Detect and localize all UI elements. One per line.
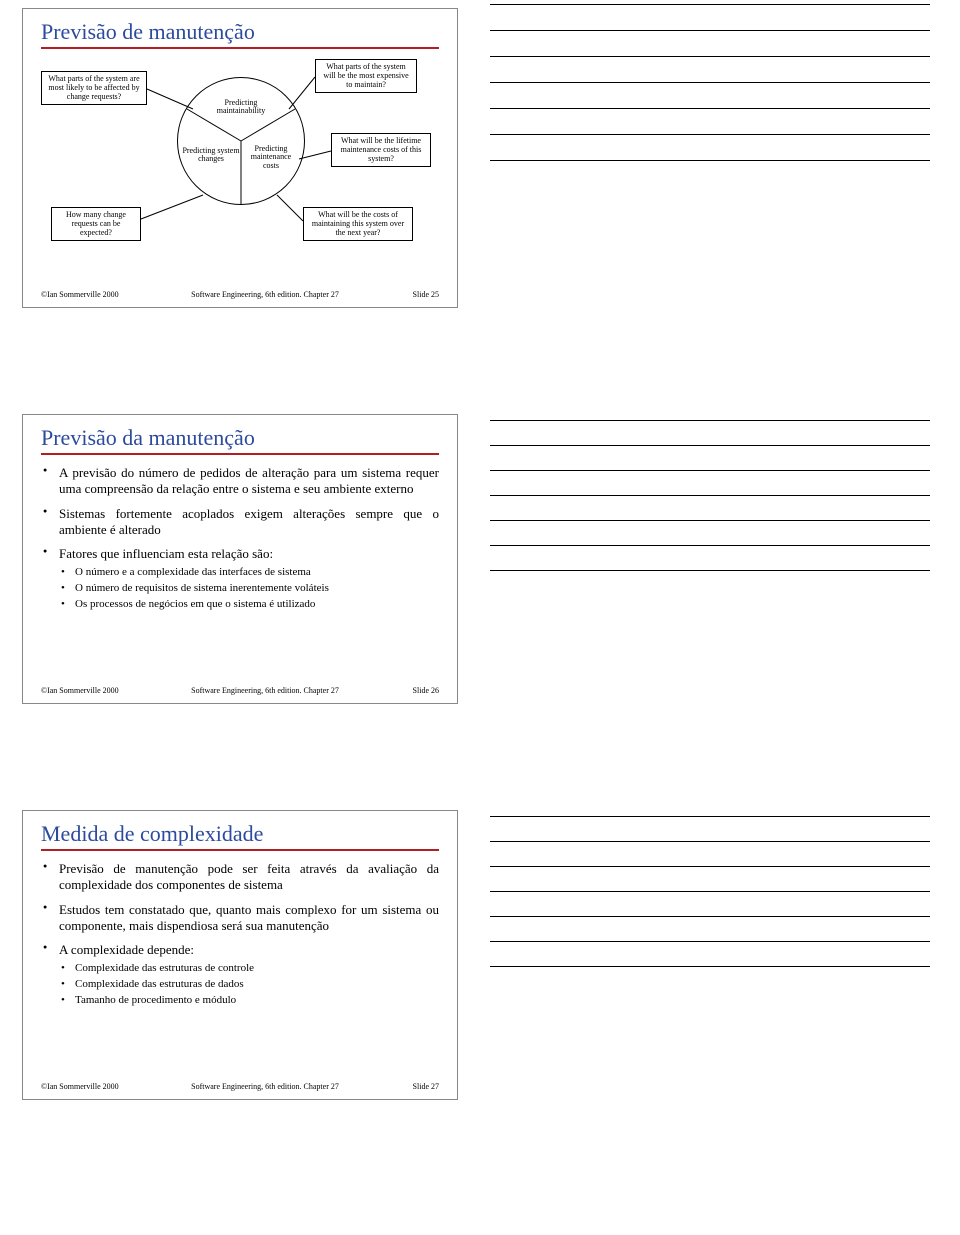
footer-copyright: ©Ian Sommerville 2000 — [41, 686, 151, 695]
sub-bullet-item: Tamanho de procedimento e módulo — [59, 994, 439, 1008]
bullet-text: A complexidade depende: — [59, 942, 194, 957]
slide-25-body: What parts of the system are most likely… — [41, 59, 439, 278]
note-line — [490, 420, 930, 421]
bullet-item: Fatores que influenciam esta relação são… — [41, 546, 439, 612]
slide-27-body: Previsão de manutenção pode ser feita at… — [41, 861, 439, 1070]
row-slide-27: Medida de complexidade Previsão de manut… — [0, 802, 960, 1108]
slide-25: Previsão de manutenção What parts of the… — [22, 8, 458, 308]
handout-layout: Previsão de manutenção What parts of the… — [0, 0, 960, 1108]
slide-27: Medida de complexidade Previsão de manut… — [22, 810, 458, 1100]
note-line — [490, 866, 930, 867]
slide-26-footer: ©Ian Sommerville 2000 Software Engineeri… — [41, 686, 439, 695]
footer-reference: Software Engineering, 6th edition. Chapt… — [151, 686, 379, 695]
note-line — [490, 445, 930, 446]
sub-bullet-item: Complexidade das estruturas de controle — [59, 962, 439, 976]
title-rule — [41, 453, 439, 455]
note-line — [490, 495, 930, 496]
sub-bullet-item: Complexidade das estruturas de dados — [59, 978, 439, 992]
note-line — [490, 816, 930, 817]
slide-26: Previsão da manutenção A previsão do núm… — [22, 414, 458, 704]
footer-slide-number: Slide 27 — [379, 1082, 439, 1091]
slide-26-title: Previsão da manutenção — [41, 425, 439, 451]
footer-copyright: ©Ian Sommerville 2000 — [41, 290, 151, 299]
footer-copyright: ©Ian Sommerville 2000 — [41, 1082, 151, 1091]
slide-27-title: Medida de complexidade — [41, 821, 439, 847]
note-line — [490, 966, 930, 967]
footer-slide-number: Slide 25 — [379, 290, 439, 299]
bullet-item: Sistemas fortemente acoplados exigem alt… — [41, 506, 439, 539]
slide-25-title: Previsão de manutenção — [41, 19, 439, 45]
sub-bullet-item: Os processos de negócios em que o sistem… — [59, 598, 439, 612]
footer-reference: Software Engineering, 6th edition. Chapt… — [151, 290, 379, 299]
note-line — [490, 841, 930, 842]
notes-area-26 — [480, 406, 960, 712]
note-line — [490, 520, 930, 521]
note-line — [490, 134, 930, 135]
bullet-item: Estudos tem constatado que, quanto mais … — [41, 902, 439, 935]
note-line — [490, 160, 930, 161]
slide-26-body: A previsão do número de pedidos de alter… — [41, 465, 439, 674]
title-rule — [41, 47, 439, 49]
bullet-item: Previsão de manutenção pode ser feita at… — [41, 861, 439, 894]
slide-27-footer: ©Ian Sommerville 2000 Software Engineeri… — [41, 1082, 439, 1091]
note-line — [490, 4, 930, 5]
footer-reference: Software Engineering, 6th edition. Chapt… — [151, 1082, 379, 1091]
slide-25-footer: ©Ian Sommerville 2000 Software Engineeri… — [41, 290, 439, 299]
row-slide-25: Previsão de manutenção What parts of the… — [0, 0, 960, 316]
note-line — [490, 470, 930, 471]
row-slide-26: Previsão da manutenção A previsão do núm… — [0, 406, 960, 712]
slide-26-column: Previsão da manutenção A previsão do núm… — [0, 406, 480, 712]
note-line — [490, 545, 930, 546]
connector-lines — [41, 59, 441, 259]
footer-slide-number: Slide 26 — [379, 686, 439, 695]
note-line — [490, 56, 930, 57]
maintenance-prediction-diagram: What parts of the system are most likely… — [41, 59, 441, 259]
note-line — [490, 941, 930, 942]
bullet-item: A previsão do número de pedidos de alter… — [41, 465, 439, 498]
note-line — [490, 916, 930, 917]
sub-bullet-item: O número de requisitos de sistema ineren… — [59, 582, 439, 596]
sub-bullet-item: O número e a complexidade das interfaces… — [59, 566, 439, 580]
slide-25-column: Previsão de manutenção What parts of the… — [0, 0, 480, 316]
note-line — [490, 891, 930, 892]
bullet-text: Fatores que influenciam esta relação são… — [59, 546, 273, 561]
note-line — [490, 82, 930, 83]
title-rule — [41, 849, 439, 851]
slide-26-sub-bullets: O número e a complexidade das interfaces… — [59, 566, 439, 611]
note-line — [490, 30, 930, 31]
notes-area-27 — [480, 802, 960, 1108]
bullet-item: A complexidade depende: Complexidade das… — [41, 942, 439, 1008]
slide-27-sub-bullets: Complexidade das estruturas de controle … — [59, 962, 439, 1007]
note-line — [490, 108, 930, 109]
slide-26-bullets: A previsão do número de pedidos de alter… — [41, 465, 439, 612]
slide-27-column: Medida de complexidade Previsão de manut… — [0, 802, 480, 1108]
notes-area-25 — [480, 0, 960, 316]
note-line — [490, 570, 930, 571]
slide-27-bullets: Previsão de manutenção pode ser feita at… — [41, 861, 439, 1008]
